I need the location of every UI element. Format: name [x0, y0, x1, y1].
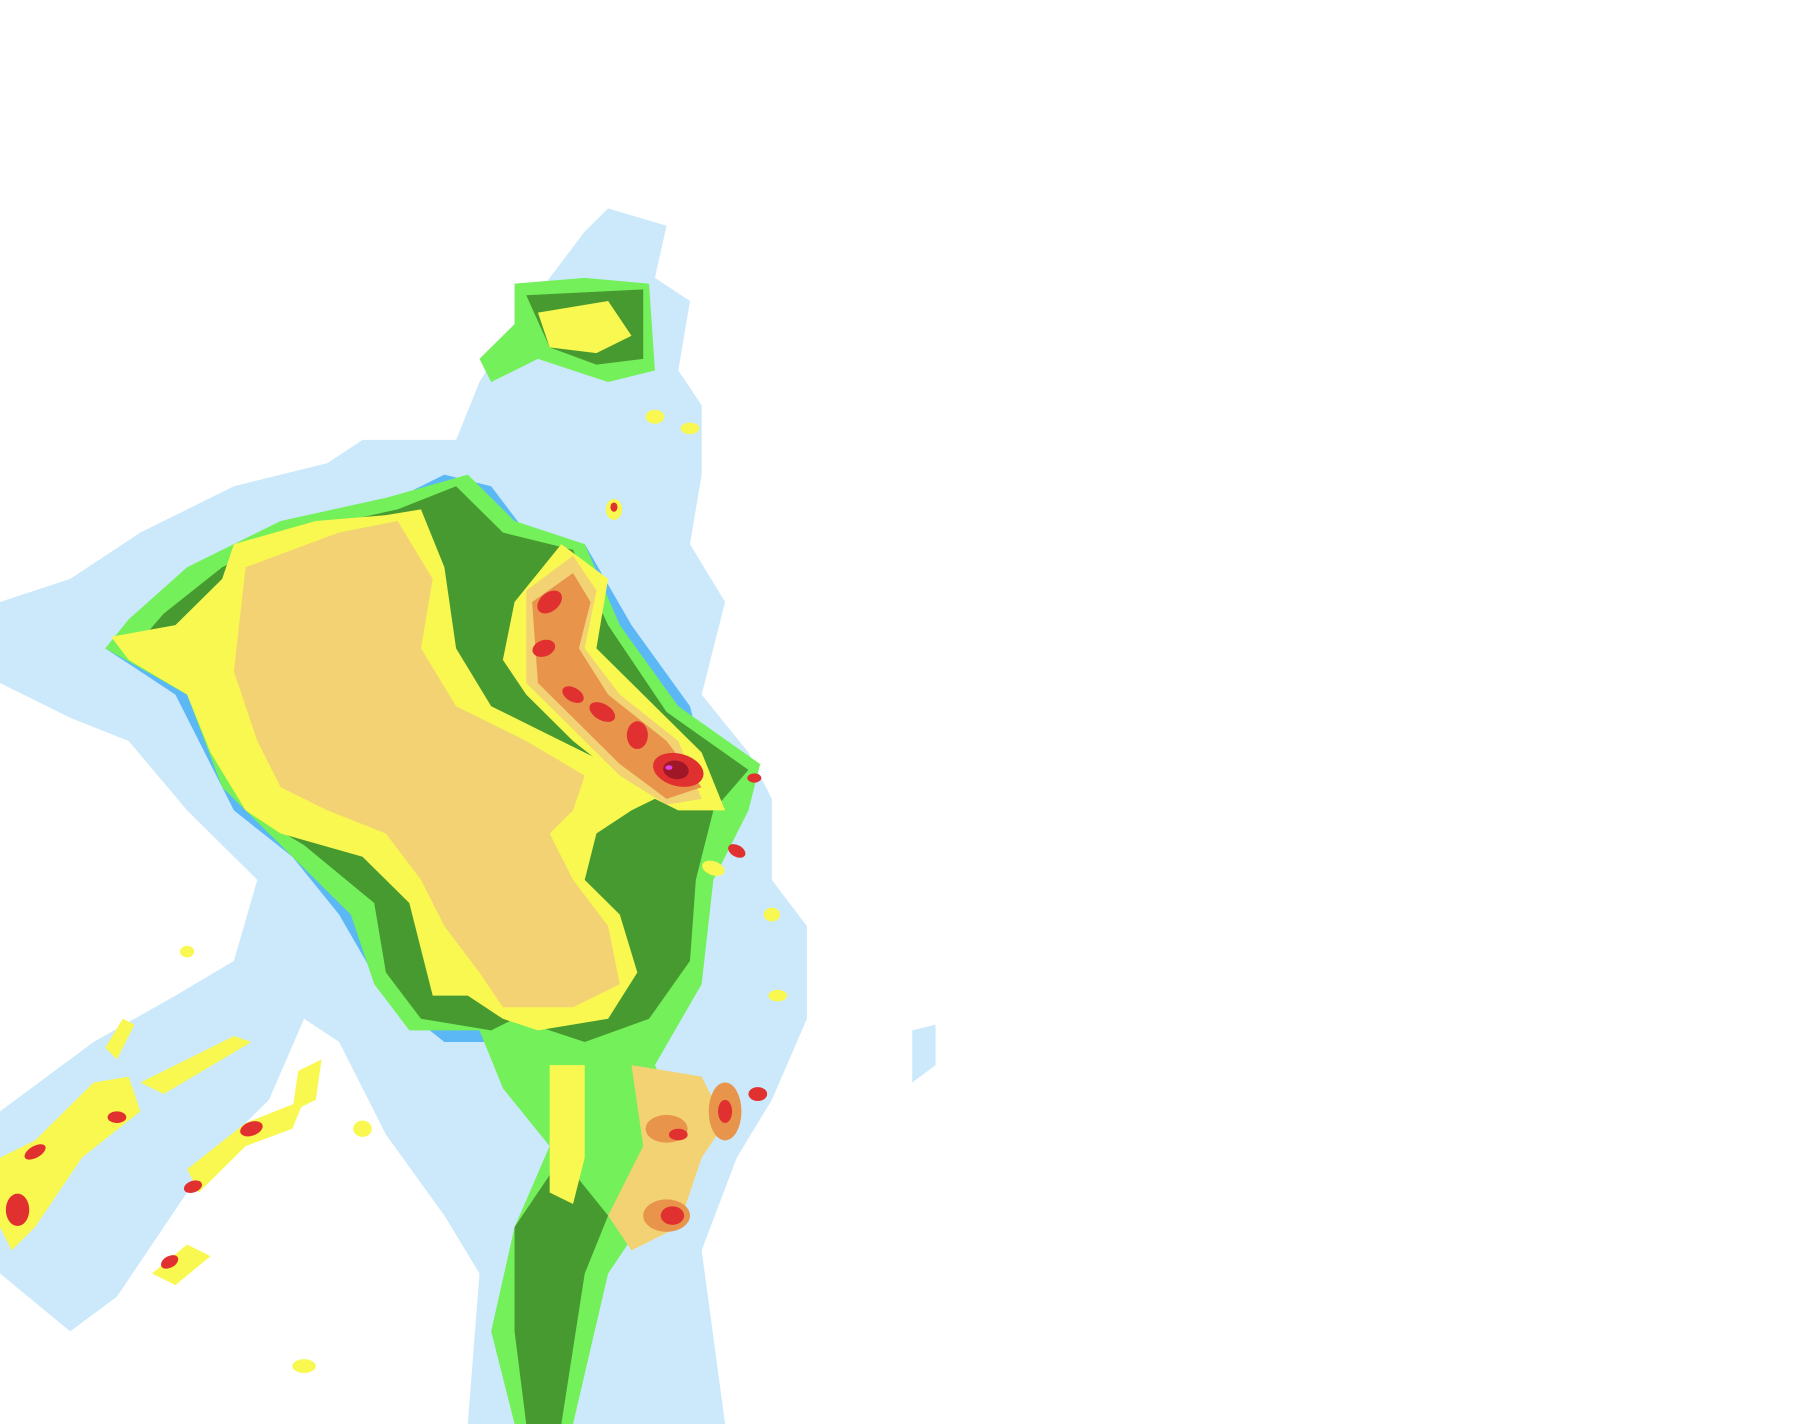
echo-cell-level-4: [702, 860, 725, 876]
echo-cell-level-4: [645, 409, 665, 424]
echo-cell-level-7: [718, 1099, 733, 1123]
echo-level-4: [549, 1065, 585, 1205]
echo-cell-level-7: [183, 1180, 202, 1193]
echo-cell-level-7: [626, 721, 648, 750]
echo-cell-level-7: [668, 1128, 688, 1141]
echo-cell-level-7: [728, 844, 746, 858]
echo-cell-level-4: [180, 945, 195, 958]
echo-level-5: [608, 1065, 726, 1251]
echo-cell-level-7: [537, 590, 562, 614]
echo-cell-level-7: [24, 1144, 46, 1160]
echo-cell-level-7: [562, 686, 584, 703]
echo-cell-level-7: [747, 773, 762, 783]
echo-cell-level-7: [240, 1121, 263, 1137]
echo-level-4: [187, 1099, 305, 1193]
echo-cell-level-8: [663, 760, 689, 780]
echo-cell-level-7: [5, 1193, 30, 1227]
echo-level-4: [292, 1059, 322, 1112]
echo-level-0: [912, 1024, 936, 1083]
echo-level-4: [140, 1036, 252, 1095]
echo-level-4: [0, 1076, 141, 1251]
echo-level-5: [233, 520, 620, 1008]
echo-cell-level-9: [665, 765, 673, 770]
echo-cell-level-7: [610, 502, 618, 512]
echo-cell-level-7: [160, 1255, 179, 1269]
echo-cell-level-7: [589, 702, 616, 722]
echo-level-4: [152, 1244, 211, 1286]
echo-level-3: [514, 1157, 609, 1424]
echo-level-6: [532, 573, 702, 799]
echo-cell-level-7: [532, 639, 556, 657]
echo-cell-level-4: [292, 1359, 316, 1374]
echo-cell-level-7: [660, 1206, 685, 1225]
echo-cell-level-7: [107, 1111, 127, 1123]
echo-level-4: [105, 1018, 135, 1060]
echo-cell-level-4: [353, 1120, 372, 1137]
echo-cell-level-4: [763, 907, 781, 922]
echo-cell-level-4: [680, 422, 700, 435]
echo-level-4: [537, 301, 632, 354]
echo-cell-level-4: [768, 989, 788, 1002]
echo-cell-level-7: [748, 1087, 768, 1101]
